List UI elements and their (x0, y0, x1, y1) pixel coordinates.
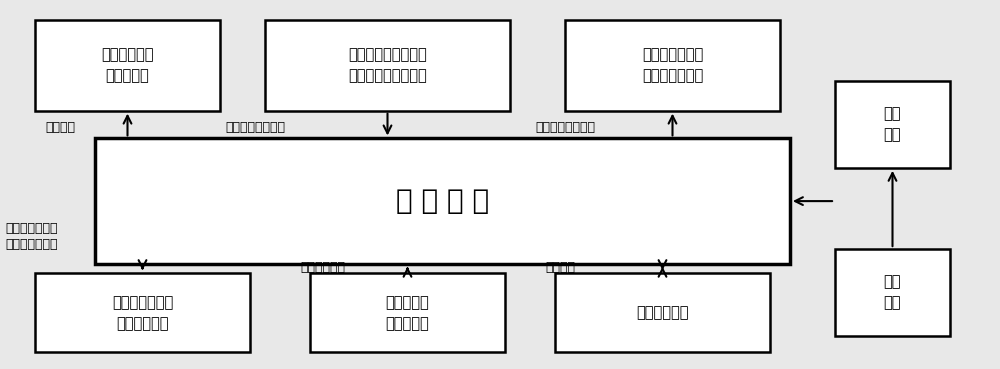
Text: 人－机对话
数据输入口: 人－机对话 数据输入口 (386, 295, 429, 331)
Text: 数据采集输入接口: 数据采集输入接口 (225, 121, 285, 134)
Text: 显示接口: 显示接口 (45, 121, 75, 134)
Bar (310, 273, 505, 352)
Text: 控制数据输出接口: 控制数据输出接口 (535, 121, 595, 134)
Bar (35, 273, 250, 352)
Text: 系统
电源: 系统 电源 (884, 107, 901, 142)
Bar (835, 249, 950, 336)
Text: 控 制 主 机: 控 制 主 机 (396, 187, 489, 215)
Bar (565, 20, 780, 111)
Bar (95, 138, 790, 264)
Bar (265, 20, 510, 111)
Text: 备份
电源: 备份 电源 (884, 275, 901, 310)
Text: 通信接口: 通信接口 (545, 261, 575, 274)
Text: 系统实行控制处
理的数据输出口: 系统实行控制处 理的数据输出口 (642, 48, 703, 83)
Text: 全部数据均用
数字化显示: 全部数据均用 数字化显示 (101, 48, 154, 83)
Text: 系统故障、保护
及参数打印接口: 系统故障、保护 及参数打印接口 (5, 222, 58, 251)
Bar (35, 20, 220, 111)
Text: 异步通信接口: 异步通信接口 (636, 305, 689, 320)
Text: 数据输入接口: 数据输入接口 (300, 261, 345, 274)
Text: 系统故障、保护
及参数打印口: 系统故障、保护 及参数打印口 (112, 295, 173, 331)
Bar (555, 273, 770, 352)
Text: 用数据形式采集系统
中所需要的电气参数: 用数据形式采集系统 中所需要的电气参数 (348, 48, 427, 83)
Bar (835, 81, 950, 168)
